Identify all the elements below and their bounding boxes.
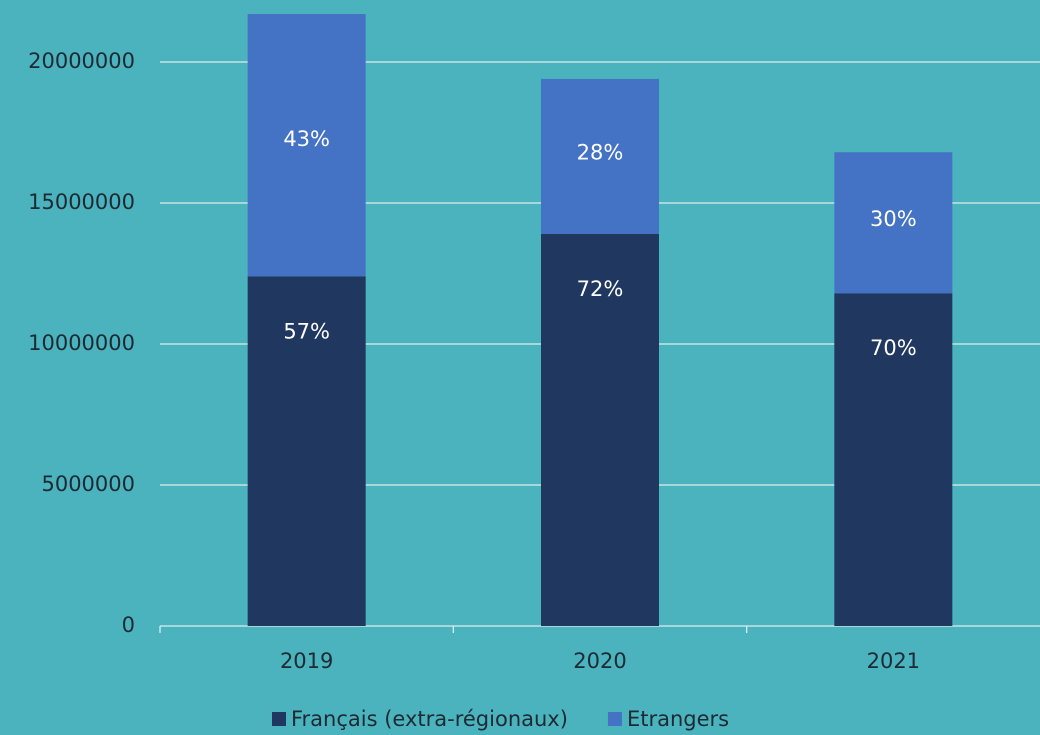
data-label: 57%	[283, 319, 330, 343]
y-tick-label: 10000000	[28, 331, 135, 355]
y-tick-label: 20000000	[28, 49, 135, 73]
y-tick-label: 5000000	[41, 472, 135, 496]
legend-swatch	[272, 712, 286, 726]
data-label: 70%	[870, 336, 917, 360]
legend-label: Français (extra-régionaux)	[291, 707, 568, 731]
data-label: 72%	[577, 277, 624, 301]
legend-label: Etrangers	[627, 707, 729, 731]
data-label: 30%	[870, 207, 917, 231]
bar-segment	[247, 276, 366, 626]
y-tick-label: 15000000	[28, 190, 135, 214]
data-label: 28%	[577, 140, 624, 164]
bar-segment	[541, 78, 659, 235]
legend-swatch	[607, 712, 622, 726]
bar-segment	[834, 152, 953, 294]
bar-segment	[541, 234, 659, 626]
bar-segment	[247, 14, 366, 277]
x-tick-label: 2020	[573, 649, 626, 673]
data-label: 43%	[283, 127, 330, 151]
x-tick-label: 2019	[280, 649, 333, 673]
bar-segment	[834, 293, 953, 626]
x-tick-label: 2021	[867, 649, 920, 673]
y-tick-label: 0	[122, 613, 135, 637]
